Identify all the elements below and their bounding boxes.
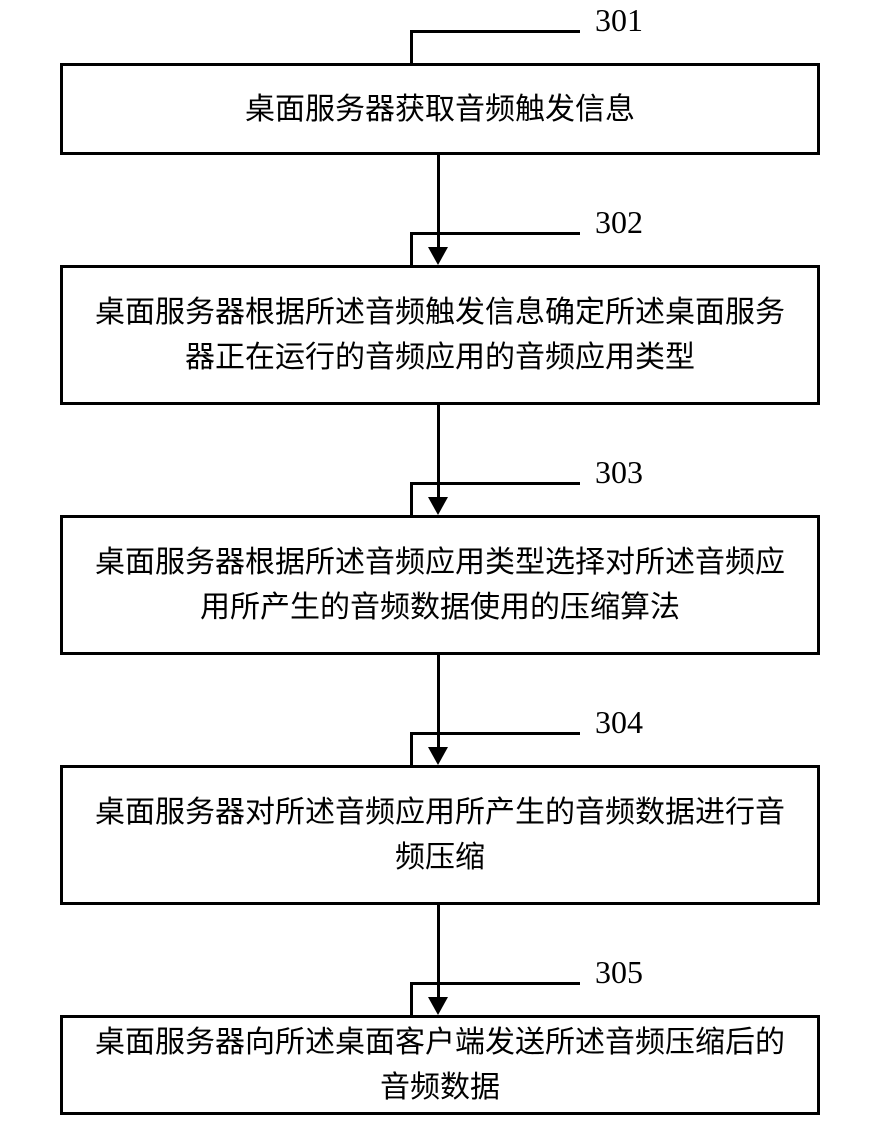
label-connector-304 xyxy=(410,732,580,765)
step-label-301: 301 xyxy=(595,2,643,39)
step-label-303: 303 xyxy=(595,454,643,491)
step-node-301: 桌面服务器获取音频触发信息 xyxy=(60,63,820,155)
label-connector-302 xyxy=(410,232,580,265)
step-node-304: 桌面服务器对所述音频应用所产生的音频数据进行音频压缩 xyxy=(60,765,820,905)
step-node-303: 桌面服务器根据所述音频应用类型选择对所述音频应用所产生的音频数据使用的压缩算法 xyxy=(60,515,820,655)
step-label-305: 305 xyxy=(595,954,643,991)
step-node-305: 桌面服务器向所述桌面客户端发送所述音频压缩后的音频数据 xyxy=(60,1015,820,1115)
step-label-302: 302 xyxy=(595,204,643,241)
step-text-303: 桌面服务器根据所述音频应用类型选择对所述音频应用所产生的音频数据使用的压缩算法 xyxy=(83,540,797,630)
label-connector-301 xyxy=(410,30,580,63)
step-text-304: 桌面服务器对所述音频应用所产生的音频数据进行音频压缩 xyxy=(83,790,797,880)
step-text-302: 桌面服务器根据所述音频触发信息确定所述桌面服务器正在运行的音频应用的音频应用类型 xyxy=(83,290,797,380)
step-text-301: 桌面服务器获取音频触发信息 xyxy=(245,87,635,132)
flowchart-container: 301 桌面服务器获取音频触发信息 302 桌面服务器根据所述音频触发信息确定所… xyxy=(0,0,879,1125)
step-label-304: 304 xyxy=(595,704,643,741)
step-node-302: 桌面服务器根据所述音频触发信息确定所述桌面服务器正在运行的音频应用的音频应用类型 xyxy=(60,265,820,405)
label-connector-305 xyxy=(410,982,580,1015)
step-text-305: 桌面服务器向所述桌面客户端发送所述音频压缩后的音频数据 xyxy=(83,1020,797,1110)
label-connector-303 xyxy=(410,482,580,515)
